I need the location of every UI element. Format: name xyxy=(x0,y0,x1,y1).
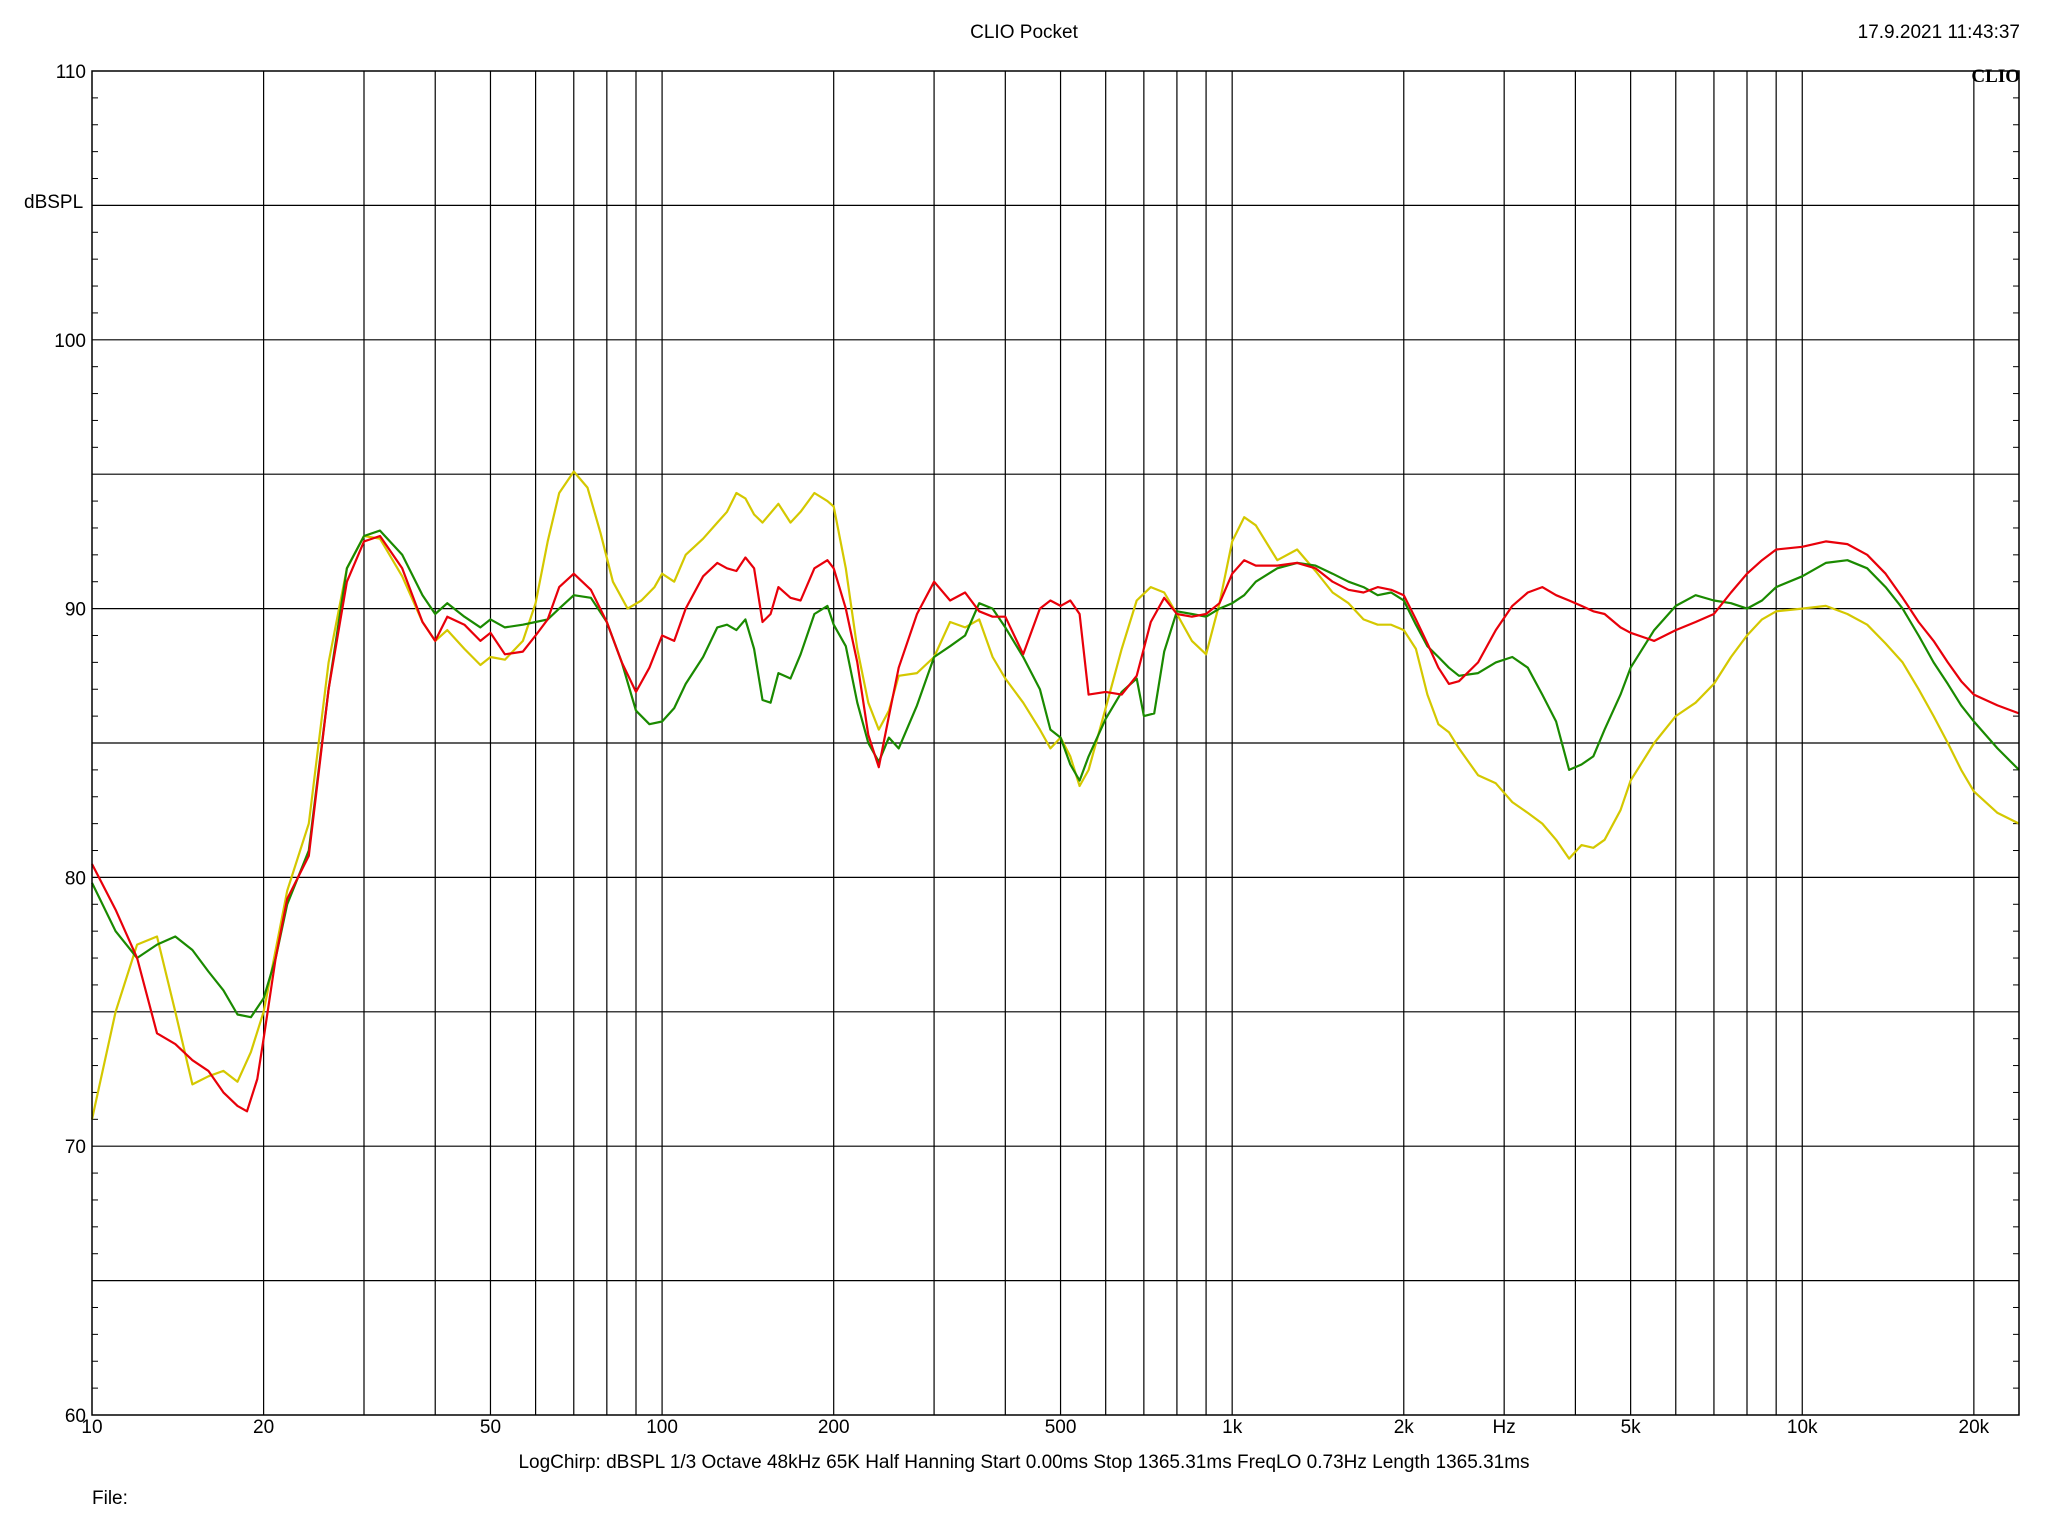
x-tick-label: 2k xyxy=(1394,1417,1415,1438)
timestamp: 17.9.2021 11:43:37 xyxy=(1857,22,2020,43)
y-tick-label: 90 xyxy=(65,600,86,621)
x-tick-label: 10 xyxy=(81,1417,102,1438)
series-line-1 xyxy=(90,470,2020,1120)
grid xyxy=(92,71,2019,1415)
y-axis-label: dBSPL xyxy=(24,192,84,213)
x-tick-label: 50 xyxy=(480,1417,501,1438)
x-tick-label: 5k xyxy=(1621,1417,1642,1438)
series-line-2 xyxy=(91,529,2020,1019)
y-tick-label: 110 xyxy=(56,62,86,83)
chart-title: CLIO Pocket xyxy=(970,22,1078,43)
series-line-3 xyxy=(91,534,2020,1113)
y-tick-label: 80 xyxy=(65,868,86,889)
x-tick-label: 100 xyxy=(646,1417,678,1438)
plot-frame xyxy=(91,70,2020,1416)
y-tick-labels: 60 70 80 90 100 110 xyxy=(54,62,86,1427)
y-tick-label: 60 xyxy=(65,1406,86,1427)
x-tick-labels: 10 20 50 100 200 500 1k 2k 5k 10k 20k Hz xyxy=(81,1417,1989,1438)
x-tick-label: 500 xyxy=(1045,1417,1077,1438)
x-tick-label: 200 xyxy=(818,1417,850,1438)
file-label: File: xyxy=(92,1488,128,1509)
x-tick-label: 1k xyxy=(1222,1417,1243,1438)
x-axis-label: Hz xyxy=(1493,1417,1516,1438)
y-tick-label: 100 xyxy=(54,331,86,352)
x-tick-label: 20k xyxy=(1959,1417,1990,1438)
x-tick-label: 20 xyxy=(253,1417,274,1438)
curves xyxy=(90,470,2020,1120)
x-tick-label: 10k xyxy=(1787,1417,1818,1438)
measurement-settings: LogChirp: dBSPL 1/3 Octave 48kHz 65K Hal… xyxy=(518,1452,1530,1473)
y-tick-label: 70 xyxy=(65,1137,86,1158)
